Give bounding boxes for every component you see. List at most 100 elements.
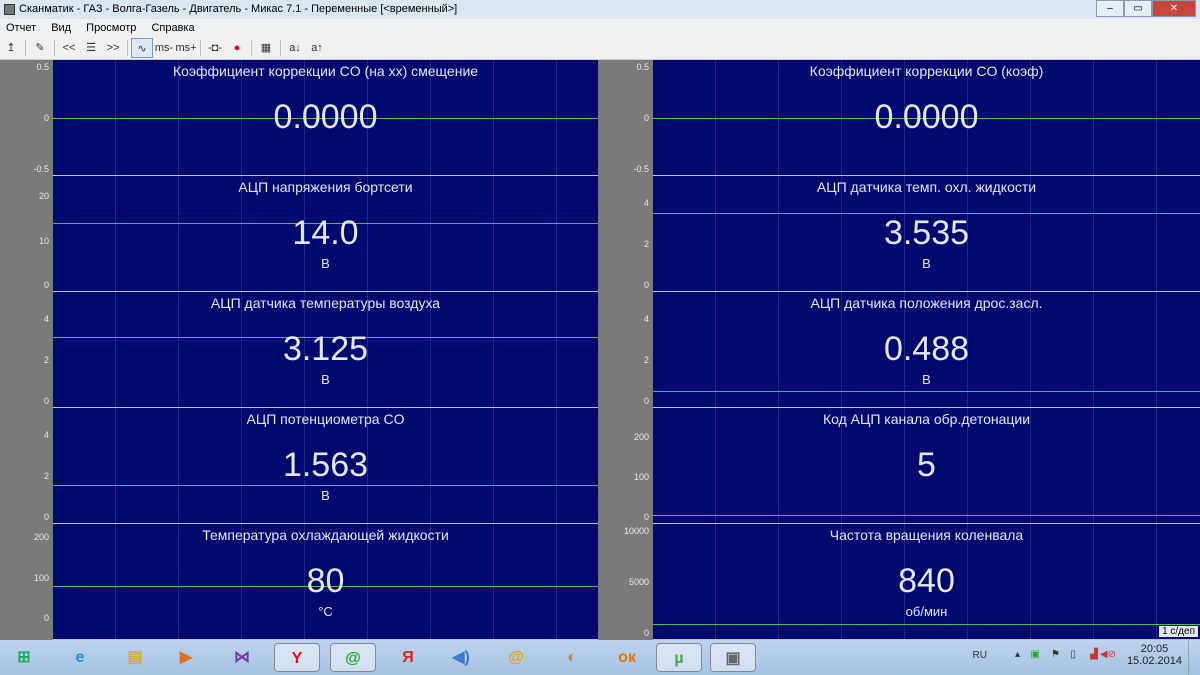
y-tick-label: 100 (633, 472, 649, 482)
kmplayer-icon[interactable]: ⋈ (234, 649, 250, 666)
y-tick-label: 5000 (628, 577, 649, 587)
toolbar-separator (200, 40, 201, 56)
gauge-plot[interactable]: Коэффициент коррекции CO (коэф) 0.0000 (653, 60, 1200, 176)
waveform-icon[interactable]: ∿ (131, 38, 153, 58)
panel-value: 840 (898, 562, 955, 600)
y-tick-label: 10 (38, 235, 49, 246)
audio-player-icon[interactable]: ◀) (452, 649, 470, 666)
show-hidden-icons[interactable]: ▴ (1014, 649, 1020, 660)
previous-icon[interactable]: << (62, 42, 76, 54)
toolbar-separator (127, 40, 128, 56)
y-tick-label: 0.5 (36, 62, 49, 72)
y-axis: 4 2 0 (600, 176, 653, 292)
battery-icon[interactable]: ▯ (1070, 649, 1076, 660)
menu-help[interactable]: Справка (151, 22, 195, 34)
y-tick-label: -0.5 (33, 164, 49, 174)
panel-unit: °C (318, 604, 333, 619)
y-tick-label: 4 (43, 314, 49, 325)
y-tick-label: 0 (643, 628, 649, 638)
upload-arrow-icon[interactable]: ↥ (6, 42, 16, 54)
y-tick-label: 2 (43, 355, 49, 366)
start-orb-icon[interactable]: ⊞ (17, 649, 31, 666)
save-icon[interactable]: ▦ (260, 42, 272, 54)
yandex-icon[interactable]: Я (402, 649, 414, 666)
y-tick-label: 0 (43, 396, 49, 406)
game-icon[interactable]: ◐ (567, 649, 577, 666)
font-decrease-icon[interactable]: a↓ (289, 42, 301, 54)
gauge-plot[interactable]: АЦП напряжения бортсети 14.0 В (53, 176, 598, 292)
panel-unit: В (321, 372, 330, 387)
panel-title: АЦП напряжения бортсети (238, 179, 413, 195)
maximize-button[interactable]: ▭ (1124, 0, 1152, 17)
menu-browse[interactable]: Просмотр (86, 22, 137, 34)
y-tick-label: -0.5 (633, 164, 649, 174)
menu-view[interactable]: Вид (51, 22, 72, 34)
y-tick-label: 4 (643, 198, 649, 209)
gauge-plot[interactable]: АЦП датчика положения дрос.засл. 0.488 В (653, 292, 1200, 408)
y-tick-label: 0 (43, 280, 49, 290)
flag-icon[interactable]: ⚑ (1051, 649, 1060, 660)
taskbar: RU ▴ ▣ ⚑ ▯ ▟ ◀⊘ 20:05 15.02.2014 ⊞ e ▤ ▶ ⋈ Y @ Я… (0, 640, 1200, 675)
panel-title: АЦП датчика темп. охл. жидкости (816, 179, 1037, 195)
y-tick-label: 2 (643, 239, 649, 250)
scanmatik-icon[interactable]: ▣ (710, 643, 756, 672)
next-icon[interactable]: >> (106, 42, 120, 54)
panel-unit: В (922, 256, 931, 271)
y-tick-label: 10000 (623, 526, 649, 536)
language-indicator[interactable]: RU (972, 650, 987, 661)
show-desktop-button[interactable] (1188, 640, 1200, 675)
file-explorer-icon[interactable]: ▤ (127, 649, 143, 666)
toolbar-separator (280, 40, 281, 56)
signal-trace (53, 585, 598, 587)
ms-minus-icon[interactable]: ms- (154, 42, 174, 54)
minimize-button[interactable]: – (1096, 0, 1124, 17)
clock[interactable]: 20:05 15.02.2014 (1127, 643, 1182, 667)
edit-icon[interactable]: ✎ (35, 42, 45, 54)
mail-agent-icon[interactable]: @ (508, 649, 524, 666)
signal-off-icon[interactable]: ▟ (1090, 649, 1098, 660)
list-icon[interactable]: ☰ (86, 42, 96, 54)
y-tick-label: 2 (643, 355, 649, 366)
record-icon[interactable]: ● (233, 42, 241, 54)
yandex-browser-icon[interactable]: Y (274, 643, 320, 672)
signal-trace (653, 624, 1200, 626)
menu-report[interactable]: Отчет (6, 22, 37, 34)
volume-muted-icon[interactable]: ◀⊘ (1099, 649, 1116, 660)
y-axis: 0.5 0 -0.5 (0, 60, 53, 176)
panel-title: Частота вращения коленвала (829, 527, 1024, 543)
y-axis: 4 2 0 (0, 408, 53, 524)
panel-value: 3.535 (883, 214, 970, 252)
font-increase-icon[interactable]: a↑ (311, 42, 323, 54)
y-tick-label: 4 (43, 430, 49, 441)
ms-plus-icon[interactable]: ms+ (175, 42, 197, 54)
gauge-plot[interactable]: АЦП потенциометра CO 1.563 В (53, 408, 598, 524)
signal-trace (53, 337, 598, 339)
gauge-plot[interactable]: Коэффициент коррекции CO (на хх) смещени… (53, 60, 598, 176)
y-tick-label: 2 (43, 471, 49, 482)
media-player-icon[interactable]: ▶ (179, 649, 193, 666)
utorrent-icon[interactable]: µ (656, 643, 702, 672)
internet-explorer-icon[interactable]: e (75, 649, 85, 666)
gauge-plot[interactable]: Температура охлаждающей жидкости 80 °C (53, 524, 598, 640)
panel-unit: об/мин (905, 604, 948, 619)
menu-bar: Отчет Вид Просмотр Справка (0, 19, 1200, 37)
y-tick-label: 0 (643, 396, 649, 406)
gauge-plot[interactable]: АЦП датчика темп. охл. жидкости 3.535 В (653, 176, 1200, 292)
toolbar-separator (54, 40, 55, 56)
y-tick-label: 0 (43, 113, 49, 123)
odnoklassniki-icon[interactable]: ок (618, 649, 636, 666)
y-tick-label: 100 (33, 572, 49, 583)
y-axis: 200 100 0 (600, 408, 653, 524)
gauge-plot[interactable]: АЦП датчика температуры воздуха 3.125 В (53, 292, 598, 408)
y-tick-label: 0 (643, 512, 649, 522)
panel-unit: В (922, 372, 931, 387)
panel-value: 0.0000 (874, 98, 979, 136)
probe-icon[interactable]: -◘- (208, 42, 222, 54)
close-button[interactable]: ✕ (1152, 0, 1196, 17)
gauge-plot[interactable]: Частота вращения коленвала 840 об/мин (653, 524, 1200, 640)
icq-icon[interactable]: @ (330, 643, 376, 672)
network-check-icon[interactable]: ▣ (1030, 649, 1040, 660)
title-bar: Сканматик - ГАЗ - Волга-Газель - Двигате… (0, 0, 1200, 19)
signal-trace (653, 118, 1200, 119)
gauge-plot[interactable]: Код АЦП канала обр.детонации 5 (653, 408, 1200, 524)
